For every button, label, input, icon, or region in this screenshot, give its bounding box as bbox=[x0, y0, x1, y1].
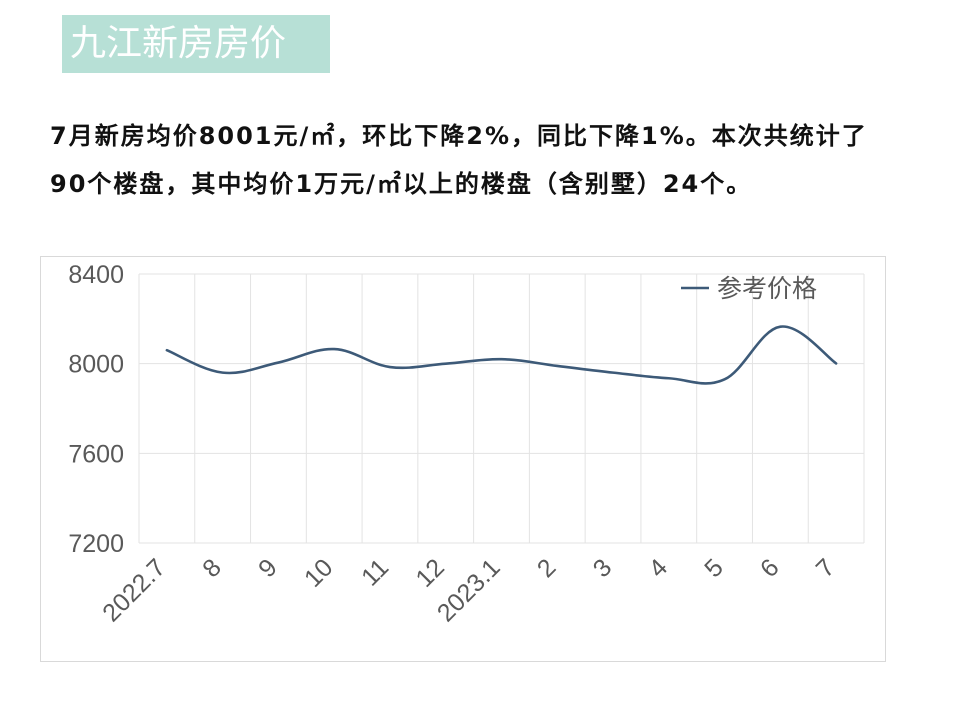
page-title: 九江新房房价 bbox=[62, 15, 330, 73]
x-tick-label: 11 bbox=[356, 553, 394, 591]
data-point bbox=[834, 361, 838, 365]
x-tick-label: 2022.7 bbox=[97, 553, 171, 627]
summary-text: 7月新房均价8001元/㎡，环比下降2%，同比下降1%。本次共统计了90个楼盘，… bbox=[50, 122, 868, 198]
y-tick-label: 8000 bbox=[68, 351, 124, 379]
y-tick-label: 7600 bbox=[68, 440, 124, 468]
y-tick-label: 8400 bbox=[68, 261, 124, 289]
x-tick-label: 12 bbox=[411, 553, 450, 592]
x-tick-label: 7 bbox=[811, 553, 841, 583]
x-tick-label: 9 bbox=[253, 553, 283, 583]
x-tick-label: 2 bbox=[532, 553, 562, 583]
data-point bbox=[332, 347, 336, 351]
x-tick-label: 6 bbox=[755, 553, 785, 583]
x-tick-label: 4 bbox=[643, 553, 673, 583]
data-point bbox=[555, 364, 559, 368]
data-point bbox=[667, 376, 671, 380]
data-point bbox=[444, 362, 448, 366]
data-point bbox=[500, 357, 504, 361]
data-point bbox=[221, 371, 225, 375]
data-point bbox=[388, 365, 392, 369]
data-point bbox=[611, 371, 615, 375]
x-tick-label: 8 bbox=[197, 553, 227, 583]
data-point bbox=[723, 377, 727, 381]
x-tick-label: 5 bbox=[699, 553, 729, 583]
y-tick-label: 7200 bbox=[68, 530, 124, 558]
data-point bbox=[778, 325, 782, 329]
x-tick-label: 3 bbox=[588, 553, 618, 583]
data-point bbox=[276, 361, 280, 365]
chart-frame: 8400 8000 7600 7200 2022.7 8 9 10 11 12 2023.1 2 3 4 5… bbox=[40, 256, 886, 662]
legend-label: 参考价格 bbox=[717, 274, 817, 303]
x-tick-label: 2023.1 bbox=[432, 553, 506, 627]
data-point bbox=[165, 348, 169, 352]
series-line-0 bbox=[165, 325, 838, 385]
x-tick-label: 10 bbox=[299, 553, 338, 592]
